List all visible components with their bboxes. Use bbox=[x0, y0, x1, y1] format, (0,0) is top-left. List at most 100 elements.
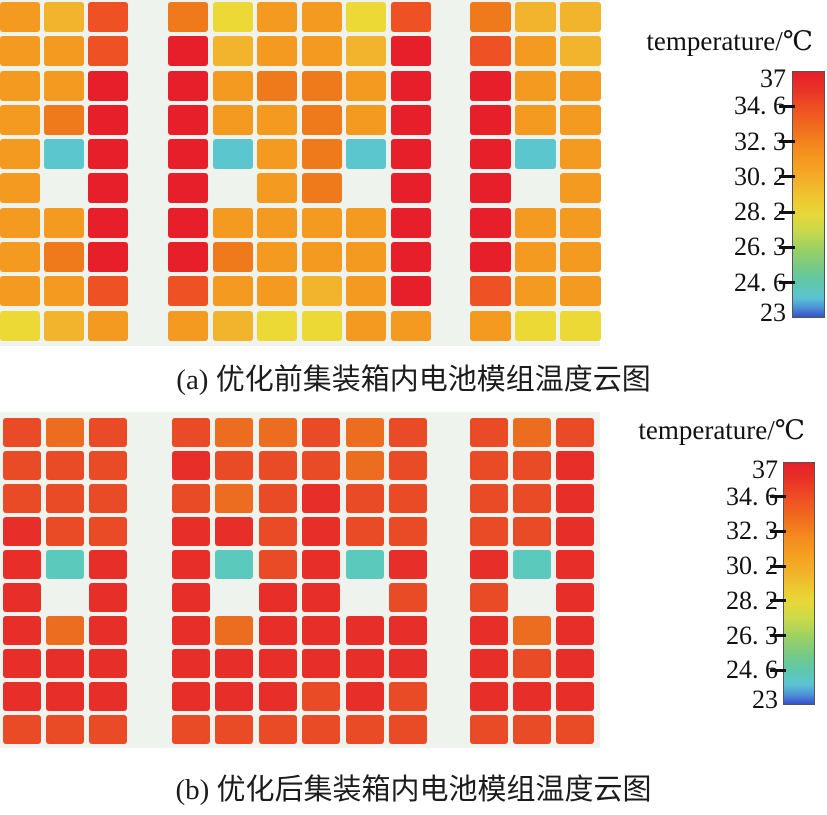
module-cell bbox=[388, 682, 427, 711]
module-cell bbox=[556, 550, 594, 579]
module-cell bbox=[258, 583, 297, 612]
module-cell bbox=[168, 104, 208, 135]
module-cell bbox=[88, 104, 128, 135]
module-cell bbox=[46, 484, 84, 513]
module-cell bbox=[560, 276, 601, 307]
module-cell bbox=[388, 550, 427, 579]
panel-b-legend-title: temperature/℃ bbox=[638, 415, 805, 445]
module-cell bbox=[258, 682, 297, 711]
module-cell bbox=[89, 715, 127, 744]
module-cell bbox=[168, 70, 208, 101]
module-cell bbox=[3, 517, 41, 546]
module-cell bbox=[215, 418, 254, 447]
module-cell bbox=[46, 451, 84, 480]
module-cell bbox=[0, 139, 40, 170]
colorbar-tick-mark bbox=[779, 281, 795, 285]
module-cell bbox=[257, 310, 298, 341]
module-cell bbox=[470, 2, 511, 32]
module-cell bbox=[513, 649, 551, 678]
module-cell bbox=[257, 207, 298, 238]
module-cell bbox=[89, 418, 127, 447]
module-cell bbox=[470, 242, 511, 273]
module-cell bbox=[258, 517, 297, 546]
module-cell bbox=[470, 173, 511, 204]
module-cell bbox=[3, 451, 41, 480]
module-cell bbox=[215, 484, 254, 513]
module-cell bbox=[560, 70, 601, 101]
module-cell bbox=[258, 484, 297, 513]
module-cell bbox=[172, 550, 210, 579]
module-cell bbox=[215, 682, 254, 711]
module-cell bbox=[388, 715, 427, 744]
module-cell bbox=[257, 36, 298, 67]
module-cell bbox=[301, 276, 342, 307]
module-cell bbox=[0, 207, 40, 238]
module-cell bbox=[515, 207, 556, 238]
cool-module-cell bbox=[513, 550, 551, 579]
module-cell bbox=[388, 649, 427, 678]
module-cell bbox=[560, 242, 601, 273]
colorbar-tick-label: 28. 2 bbox=[734, 197, 786, 227]
module-cell bbox=[168, 242, 208, 273]
colorbar-tick-mark bbox=[770, 495, 786, 499]
colorbar-tick-label: 34. 6 bbox=[734, 91, 786, 121]
module-cell bbox=[46, 616, 84, 645]
cool-module-cell bbox=[46, 550, 84, 579]
module-cell bbox=[390, 242, 431, 273]
module-cell bbox=[89, 583, 127, 612]
module-cell bbox=[345, 451, 384, 480]
module-cell bbox=[515, 104, 556, 135]
module-cell bbox=[3, 418, 41, 447]
module-cell bbox=[258, 649, 297, 678]
module-cell bbox=[46, 682, 84, 711]
module-cell bbox=[470, 207, 511, 238]
module-cell bbox=[44, 70, 84, 101]
module-cell bbox=[0, 104, 40, 135]
module-cell bbox=[212, 276, 253, 307]
module-cell bbox=[345, 616, 384, 645]
module-cell bbox=[0, 36, 40, 67]
module-cell bbox=[513, 484, 551, 513]
module-cell bbox=[0, 70, 40, 101]
panel-a-caption: (a) 优化前集装箱内电池模组温度云图 bbox=[176, 364, 651, 396]
module-cell bbox=[172, 715, 210, 744]
module-cell bbox=[172, 484, 210, 513]
panel-b-module-group-middle bbox=[172, 418, 427, 744]
module-cell bbox=[3, 649, 41, 678]
module-cell bbox=[345, 517, 384, 546]
module-cell bbox=[215, 649, 254, 678]
empty-slot bbox=[346, 583, 384, 612]
panel-b-caption: (b) 优化后集装箱内电池模组温度云图 bbox=[175, 774, 652, 806]
module-cell bbox=[560, 173, 601, 204]
module-cell bbox=[302, 682, 341, 711]
module-cell bbox=[390, 139, 431, 170]
module-cell bbox=[513, 451, 551, 480]
module-cell bbox=[388, 484, 427, 513]
empty-slot bbox=[44, 173, 84, 203]
module-cell bbox=[470, 583, 508, 612]
module-cell bbox=[88, 36, 128, 67]
colorbar-tick-label: 23 bbox=[752, 685, 778, 714]
module-cell bbox=[44, 36, 84, 67]
module-cell bbox=[258, 451, 297, 480]
module-cell bbox=[168, 173, 208, 204]
module-cell bbox=[89, 616, 127, 645]
module-cell bbox=[172, 451, 210, 480]
module-cell bbox=[470, 104, 511, 135]
module-cell bbox=[470, 715, 508, 744]
module-cell bbox=[556, 451, 594, 480]
module-cell bbox=[212, 242, 253, 273]
empty-slot bbox=[515, 173, 556, 203]
module-cell bbox=[345, 484, 384, 513]
module-cell bbox=[88, 173, 128, 204]
module-cell bbox=[215, 616, 254, 645]
empty-slot bbox=[215, 583, 253, 612]
module-cell bbox=[388, 451, 427, 480]
colorbar-tick-mark bbox=[770, 564, 786, 568]
colorbar-tick-label: 37 bbox=[760, 64, 786, 93]
module-cell bbox=[301, 173, 342, 204]
module-cell bbox=[3, 715, 41, 744]
module-cell bbox=[258, 550, 297, 579]
module-cell bbox=[346, 36, 387, 67]
module-cell bbox=[212, 207, 253, 238]
